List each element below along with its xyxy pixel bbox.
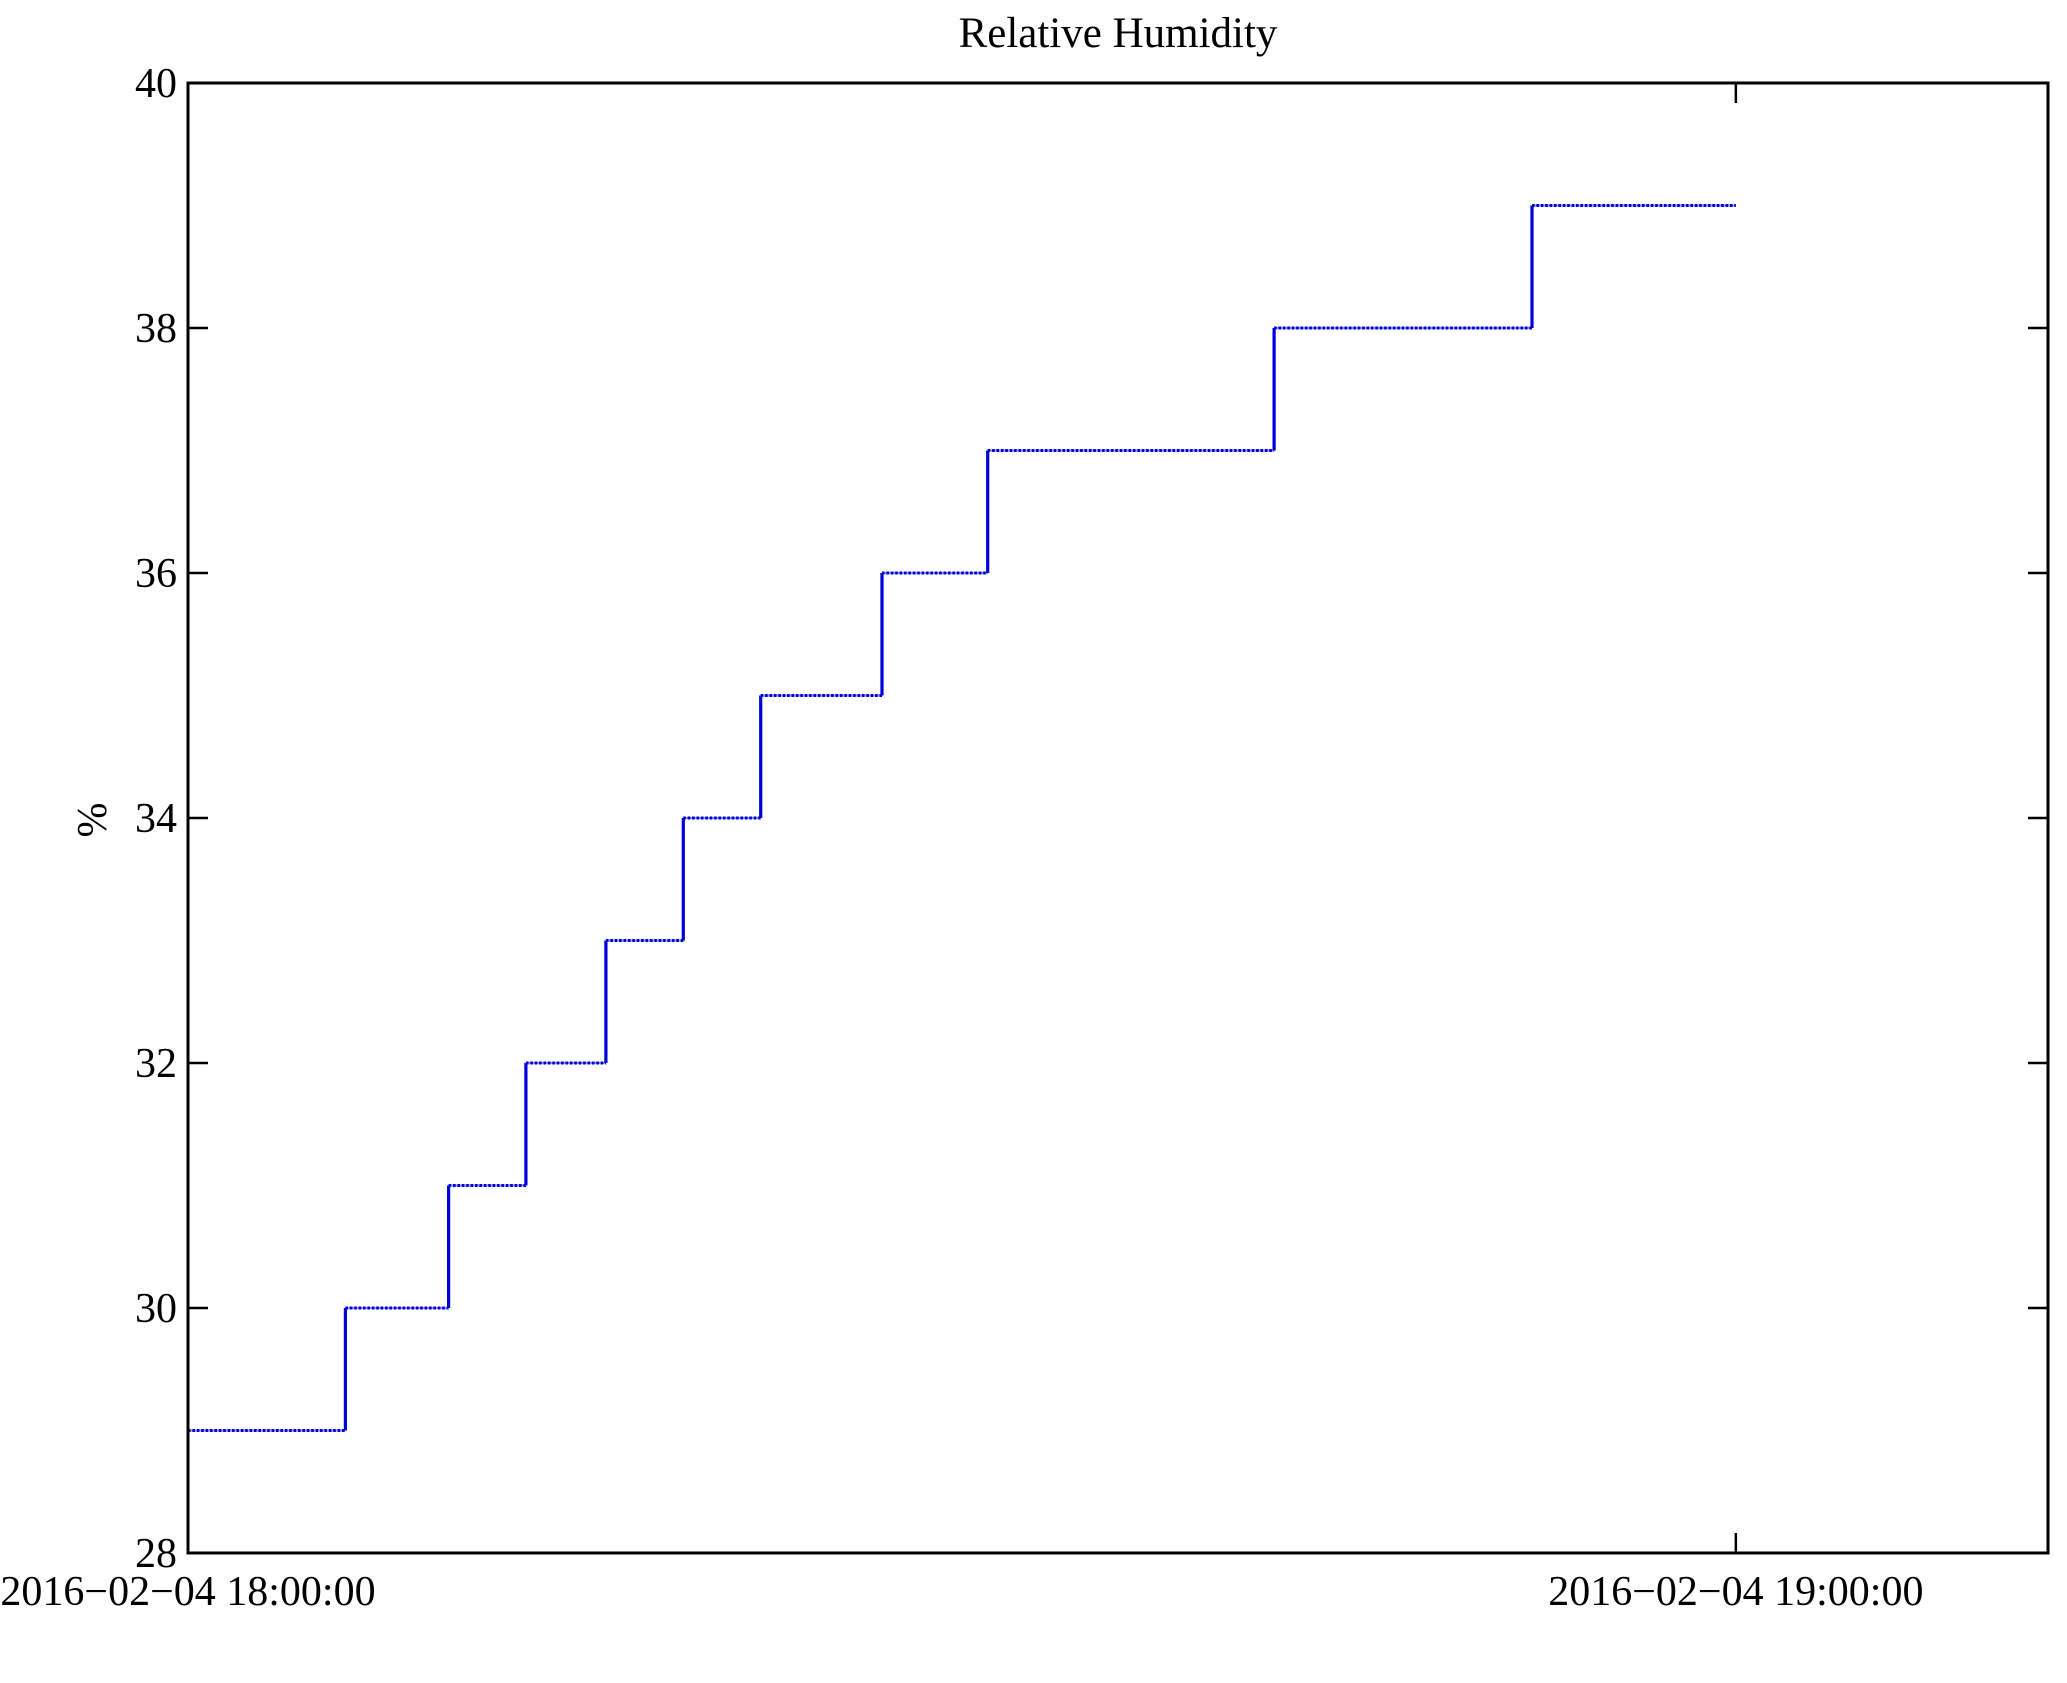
y-tick-label: 40 <box>135 61 177 107</box>
humidity-step-line-vertical <box>343 205 1534 1431</box>
y-tick-label: 34 <box>135 796 177 842</box>
y-tick-label: 38 <box>135 306 177 352</box>
x-tick-label: 2016−02−04 18:00:00 <box>0 1569 375 1615</box>
y-tick-label: 36 <box>135 551 177 597</box>
y-axis-label: % <box>70 803 116 838</box>
chart-title: Relative Humidity <box>959 10 1278 57</box>
tick-layer <box>186 81 2048 1555</box>
x-tick-label: 2016−02−04 19:00:00 <box>1548 1569 1923 1615</box>
humidity-step-line-horizontal <box>188 204 1736 1432</box>
tick-label-layer: 28 30 32 34 36 38 40 2016−02−04 18:00:00 2016−02… <box>0 61 1923 1615</box>
y-tick-label: 30 <box>135 1286 177 1332</box>
series-layer <box>188 204 1736 1432</box>
plot-border <box>186 81 2050 1555</box>
humidity-step-line-halo <box>188 204 1736 1432</box>
y-tick-label: 32 <box>135 1041 177 1087</box>
y-tick-label: 28 <box>135 1531 177 1577</box>
